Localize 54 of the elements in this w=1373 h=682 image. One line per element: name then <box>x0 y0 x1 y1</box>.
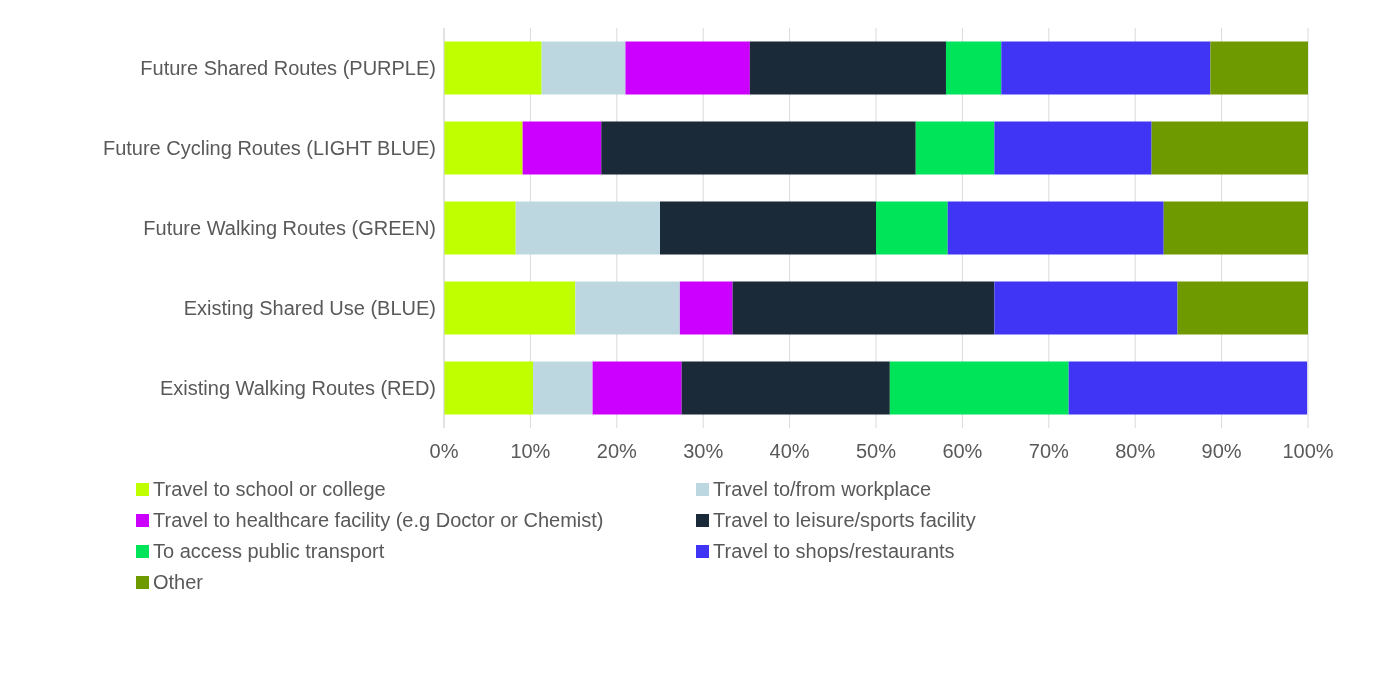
legend-label: Travel to/from workplace <box>713 478 932 501</box>
legend-label: To access public transport <box>153 540 385 563</box>
y-tick-label: Future Shared Routes (PURPLE) <box>140 57 436 80</box>
bar <box>1001 41 1211 95</box>
x-tick-label: 90% <box>1201 440 1242 463</box>
legend-label: Travel to leisure/sports facility <box>713 509 976 532</box>
bar <box>749 41 946 95</box>
legend-label: Other <box>153 571 204 594</box>
bar <box>945 41 1002 95</box>
x-tick-label: 20% <box>596 440 638 463</box>
x-tick-label: 60% <box>942 440 983 463</box>
bar <box>681 361 890 415</box>
bar <box>444 281 576 335</box>
bar <box>515 201 660 255</box>
bar <box>522 121 602 175</box>
bar <box>994 121 1152 175</box>
x-tick-label: 30% <box>683 440 724 463</box>
legend-label: Travel to school or college <box>153 478 386 501</box>
x-tick-label: 70% <box>1028 440 1070 463</box>
bar <box>532 361 593 415</box>
x-tick-label: 0% <box>429 440 459 463</box>
bar <box>444 121 523 175</box>
x-tick-label: 10% <box>510 440 551 463</box>
x-tick-label: 40% <box>769 440 810 463</box>
x-tick-label: 100% <box>1282 440 1334 463</box>
y-tick-label: Future Walking Routes (GREEN) <box>143 217 436 240</box>
bar <box>889 361 1069 415</box>
y-tick-label: Existing Walking Routes (RED) <box>159 377 436 400</box>
bar <box>1068 361 1308 415</box>
legend-label: Travel to shops/restaurants <box>713 540 955 563</box>
bar <box>660 201 876 255</box>
bar <box>1163 201 1308 255</box>
bar <box>592 361 682 415</box>
bar <box>1210 41 1308 95</box>
bar <box>601 121 916 175</box>
bar <box>541 41 626 95</box>
bar <box>947 201 1164 255</box>
bar <box>444 41 542 95</box>
bar <box>575 281 680 335</box>
bar <box>1151 121 1308 175</box>
bar <box>994 281 1178 335</box>
x-tick-label: 80% <box>1115 440 1156 463</box>
bar <box>444 361 533 415</box>
bar <box>625 41 750 95</box>
bar <box>876 201 948 255</box>
bar <box>444 201 516 255</box>
bar <box>1177 281 1308 335</box>
x-tick-label: 50% <box>855 440 897 463</box>
legend-label: Travel to healthcare facility (e.g Doctor or Chemist) <box>153 509 604 532</box>
y-tick-label: Future Cycling Routes (LIGHT BLUE) <box>102 137 436 160</box>
bar <box>679 281 733 335</box>
y-tick-label: Existing Shared Use (BLUE) <box>183 297 436 320</box>
bar <box>732 281 995 335</box>
bar <box>915 121 995 175</box>
